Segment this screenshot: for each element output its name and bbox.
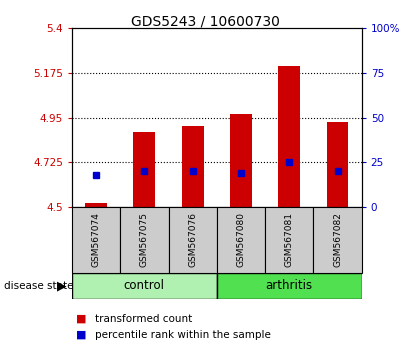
Bar bbox=[217, 273, 362, 299]
Bar bbox=[217, 207, 265, 273]
Text: GSM567081: GSM567081 bbox=[285, 212, 294, 267]
Text: disease state: disease state bbox=[4, 281, 74, 291]
Bar bbox=[72, 207, 120, 273]
Bar bbox=[134, 132, 155, 207]
Bar bbox=[120, 207, 169, 273]
Text: ■: ■ bbox=[76, 330, 87, 339]
Bar bbox=[278, 66, 300, 207]
Text: arthritis: arthritis bbox=[266, 279, 313, 292]
Text: ■: ■ bbox=[76, 314, 87, 324]
Bar bbox=[230, 114, 252, 207]
Text: GSM567075: GSM567075 bbox=[140, 212, 149, 267]
Bar bbox=[327, 122, 349, 207]
Bar bbox=[72, 273, 217, 299]
Bar bbox=[265, 207, 314, 273]
Text: GDS5243 / 10600730: GDS5243 / 10600730 bbox=[131, 14, 280, 28]
Text: GSM567076: GSM567076 bbox=[188, 212, 197, 267]
Text: control: control bbox=[124, 279, 165, 292]
Bar bbox=[314, 207, 362, 273]
Text: GSM567080: GSM567080 bbox=[236, 212, 245, 267]
Text: ▶: ▶ bbox=[57, 279, 67, 292]
Text: GSM567082: GSM567082 bbox=[333, 212, 342, 267]
Bar bbox=[85, 203, 107, 207]
Text: transformed count: transformed count bbox=[95, 314, 192, 324]
Text: percentile rank within the sample: percentile rank within the sample bbox=[95, 330, 270, 339]
Bar bbox=[182, 126, 203, 207]
Bar bbox=[169, 207, 217, 273]
Text: GSM567074: GSM567074 bbox=[92, 212, 101, 267]
